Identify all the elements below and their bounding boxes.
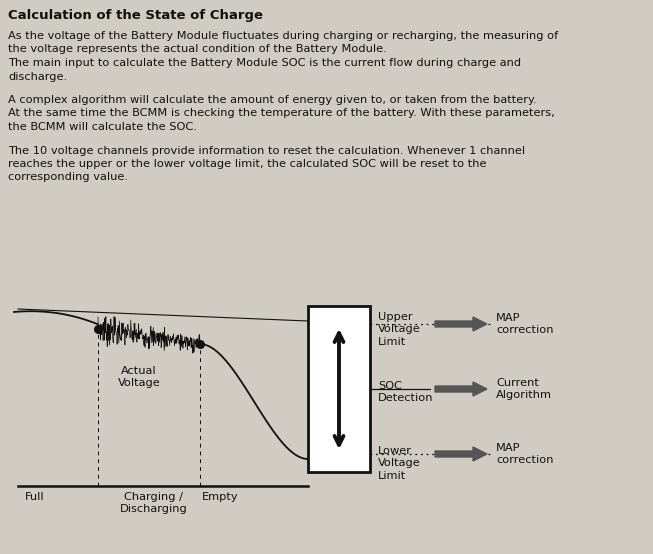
Text: Empty: Empty xyxy=(202,492,238,502)
Text: SOC
Detection: SOC Detection xyxy=(378,381,434,403)
Text: As the voltage of the Battery Module fluctuates during charging or recharging, t: As the voltage of the Battery Module flu… xyxy=(8,31,558,41)
Text: Upper
Voltage
Limit: Upper Voltage Limit xyxy=(378,312,421,347)
Text: Charging /
Discharging: Charging / Discharging xyxy=(120,492,188,515)
Text: the voltage represents the actual condition of the Battery Module.: the voltage represents the actual condit… xyxy=(8,44,387,54)
Text: reaches the upper or the lower voltage limit, the calculated SOC will be reset t: reaches the upper or the lower voltage l… xyxy=(8,159,486,169)
Text: corresponding value.: corresponding value. xyxy=(8,172,128,182)
Text: Lower
Voltage
Limit: Lower Voltage Limit xyxy=(378,446,421,481)
FancyArrow shape xyxy=(435,317,487,331)
Text: The 10 voltage channels provide information to reset the calculation. Whenever 1: The 10 voltage channels provide informat… xyxy=(8,146,525,156)
Text: MAP
correction: MAP correction xyxy=(496,443,554,465)
Text: The main input to calculate the Battery Module SOC is the current flow during ch: The main input to calculate the Battery … xyxy=(8,58,521,68)
Text: Current
Algorithm: Current Algorithm xyxy=(496,378,552,400)
FancyArrow shape xyxy=(435,447,487,461)
Text: At the same time the BCMM is checking the temperature of the battery. With these: At the same time the BCMM is checking th… xyxy=(8,109,555,119)
Text: Calculation of the State of Charge: Calculation of the State of Charge xyxy=(8,9,263,22)
Bar xyxy=(308,306,370,472)
Text: the BCMM will calculate the SOC.: the BCMM will calculate the SOC. xyxy=(8,122,197,132)
Text: MAP
correction: MAP correction xyxy=(496,313,554,335)
Text: discharge.: discharge. xyxy=(8,71,67,81)
Text: A complex algorithm will calculate the amount of energy given to, or taken from : A complex algorithm will calculate the a… xyxy=(8,95,537,105)
Text: Full: Full xyxy=(25,492,45,502)
Text: Actual
Voltage: Actual Voltage xyxy=(118,366,161,388)
FancyArrow shape xyxy=(435,382,487,396)
